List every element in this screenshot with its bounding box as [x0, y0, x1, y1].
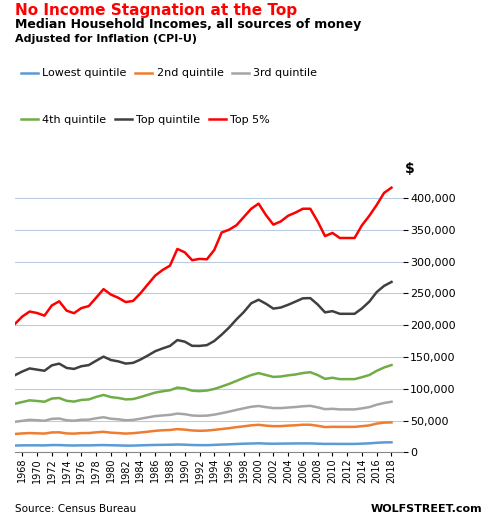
Text: No Income Stagnation at the Top: No Income Stagnation at the Top: [15, 3, 297, 18]
Text: Adjusted for Inflation (CPI-U): Adjusted for Inflation (CPI-U): [15, 34, 197, 44]
Text: Median Household Incomes, all sources of money: Median Household Incomes, all sources of…: [15, 18, 361, 32]
Text: Source: Census Bureau: Source: Census Bureau: [15, 504, 136, 514]
Legend: 4th quintile, Top quintile, Top 5%: 4th quintile, Top quintile, Top 5%: [16, 110, 274, 129]
Text: WOLFSTREET.com: WOLFSTREET.com: [370, 504, 482, 514]
Text: $: $: [405, 162, 415, 176]
